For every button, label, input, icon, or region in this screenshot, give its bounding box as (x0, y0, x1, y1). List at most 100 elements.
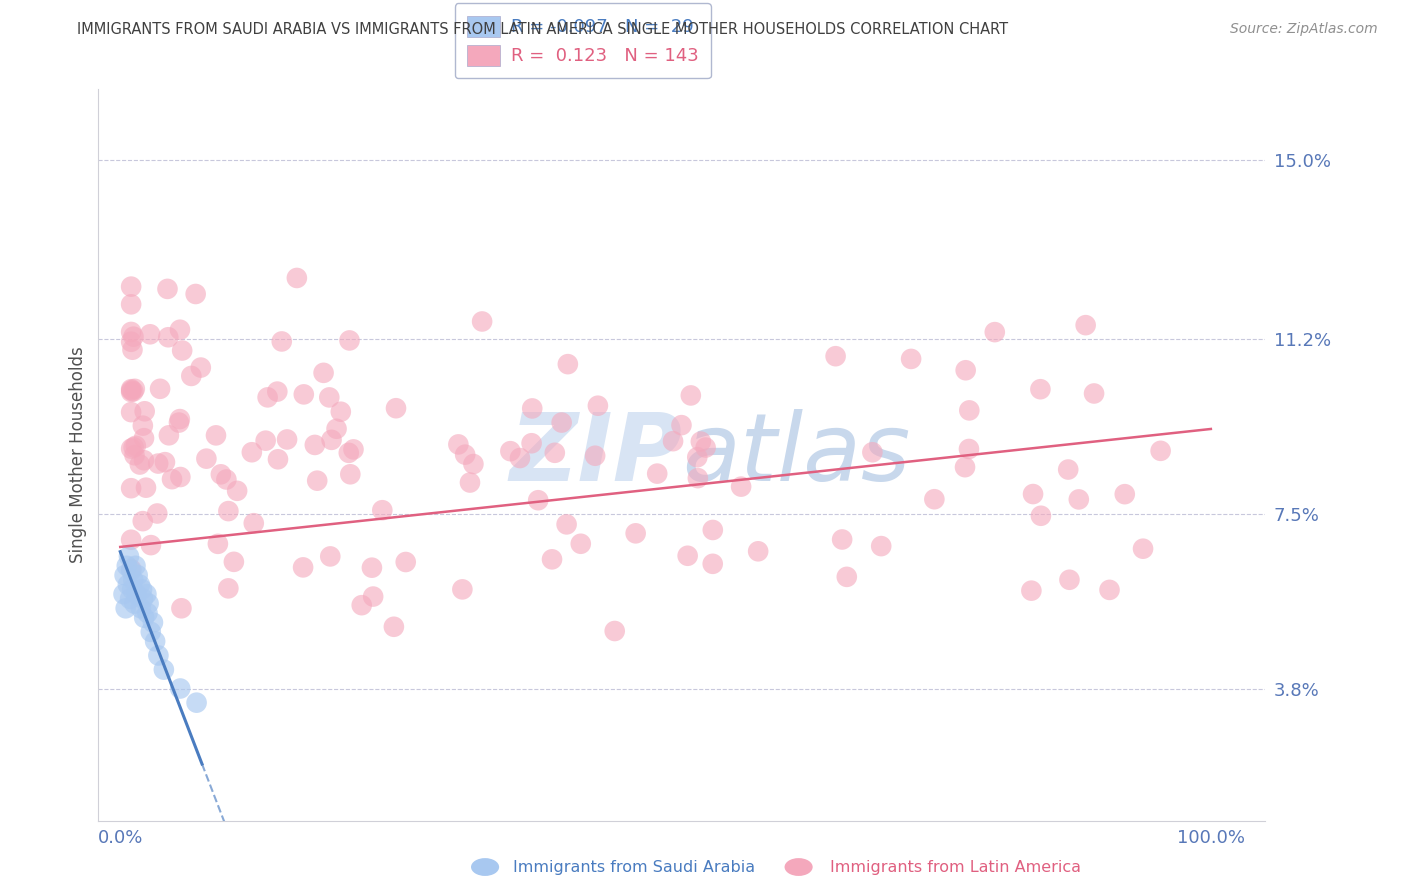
Point (463, 457, 485, 471)
Point (679, 388, 702, 402)
Point (1029, 508, 1052, 523)
Point (307, 474, 329, 488)
Point (120, 384, 142, 399)
Point (139, 327, 162, 342)
Point (583, 449, 606, 463)
Point (128, 577, 150, 591)
Point (319, 549, 342, 564)
Point (222, 555, 245, 569)
Point (520, 436, 543, 450)
Point (217, 504, 239, 518)
Text: Source: ZipAtlas.com: Source: ZipAtlas.com (1230, 22, 1378, 37)
Point (184, 287, 207, 301)
Point (645, 467, 668, 481)
Point (1059, 573, 1081, 587)
Point (120, 564, 142, 578)
Point (900, 351, 922, 366)
Point (1083, 386, 1105, 401)
Point (292, 560, 315, 574)
Point (242, 516, 264, 531)
Text: atlas: atlas (682, 409, 910, 500)
Y-axis label: Single Mother Households: Single Mother Households (69, 347, 87, 563)
Point (831, 533, 853, 547)
Point (217, 582, 239, 596)
Point (169, 681, 191, 696)
Point (702, 523, 724, 537)
Point (747, 544, 769, 558)
Point (686, 450, 709, 465)
Point (292, 387, 315, 401)
Point (240, 445, 263, 459)
Point (527, 493, 550, 508)
Point (276, 433, 298, 447)
Point (1149, 443, 1171, 458)
Point (124, 448, 146, 462)
Point (157, 428, 180, 442)
Point (860, 445, 883, 459)
Point (924, 492, 946, 507)
Point (1029, 382, 1052, 396)
Point (544, 446, 567, 460)
Point (146, 507, 169, 521)
Point (1067, 492, 1090, 507)
Point (686, 471, 709, 485)
Point (569, 537, 592, 551)
Point (270, 334, 292, 349)
Point (662, 434, 685, 449)
Point (139, 538, 162, 552)
Point (835, 570, 858, 584)
Point (135, 587, 157, 601)
Point (153, 455, 176, 469)
Point (1098, 582, 1121, 597)
Point (689, 434, 711, 449)
Point (124, 597, 146, 611)
Point (337, 446, 360, 460)
Point (157, 330, 180, 344)
Point (112, 587, 135, 601)
Point (120, 384, 142, 398)
Point (624, 526, 647, 541)
Point (186, 696, 208, 710)
Point (120, 382, 142, 396)
Point (120, 442, 142, 456)
Point (451, 582, 474, 597)
Point (172, 343, 194, 358)
Point (1114, 487, 1136, 501)
Point (361, 590, 384, 604)
Point (115, 558, 138, 573)
Point (361, 560, 384, 574)
Point (342, 442, 364, 457)
Point (153, 663, 176, 677)
Point (124, 558, 146, 573)
Point (499, 444, 522, 458)
Point (169, 470, 191, 484)
Point (321, 433, 343, 447)
Point (135, 481, 157, 495)
Point (215, 473, 238, 487)
Point (124, 382, 146, 396)
Point (132, 591, 155, 606)
Point (555, 517, 578, 532)
Point (129, 601, 152, 615)
Point (114, 601, 136, 615)
Point (557, 357, 579, 371)
Point (1021, 583, 1043, 598)
Point (318, 391, 340, 405)
Point (114, 568, 136, 582)
Point (454, 448, 477, 462)
Point (586, 399, 609, 413)
Point (132, 418, 155, 433)
Point (695, 441, 717, 455)
Point (339, 467, 361, 482)
Point (205, 428, 228, 442)
Text: IMMIGRANTS FROM SAUDI ARABIA VS IMMIGRANTS FROM LATIN AMERICA SINGLE MOTHER HOUS: IMMIGRANTS FROM SAUDI ARABIA VS IMMIGRAN… (77, 22, 1008, 37)
Point (136, 606, 159, 620)
Point (339, 334, 361, 348)
Point (142, 615, 165, 630)
Point (120, 562, 142, 576)
Point (329, 405, 352, 419)
Point (125, 587, 148, 601)
Point (169, 412, 191, 426)
Point (118, 591, 141, 606)
Point (122, 441, 145, 455)
